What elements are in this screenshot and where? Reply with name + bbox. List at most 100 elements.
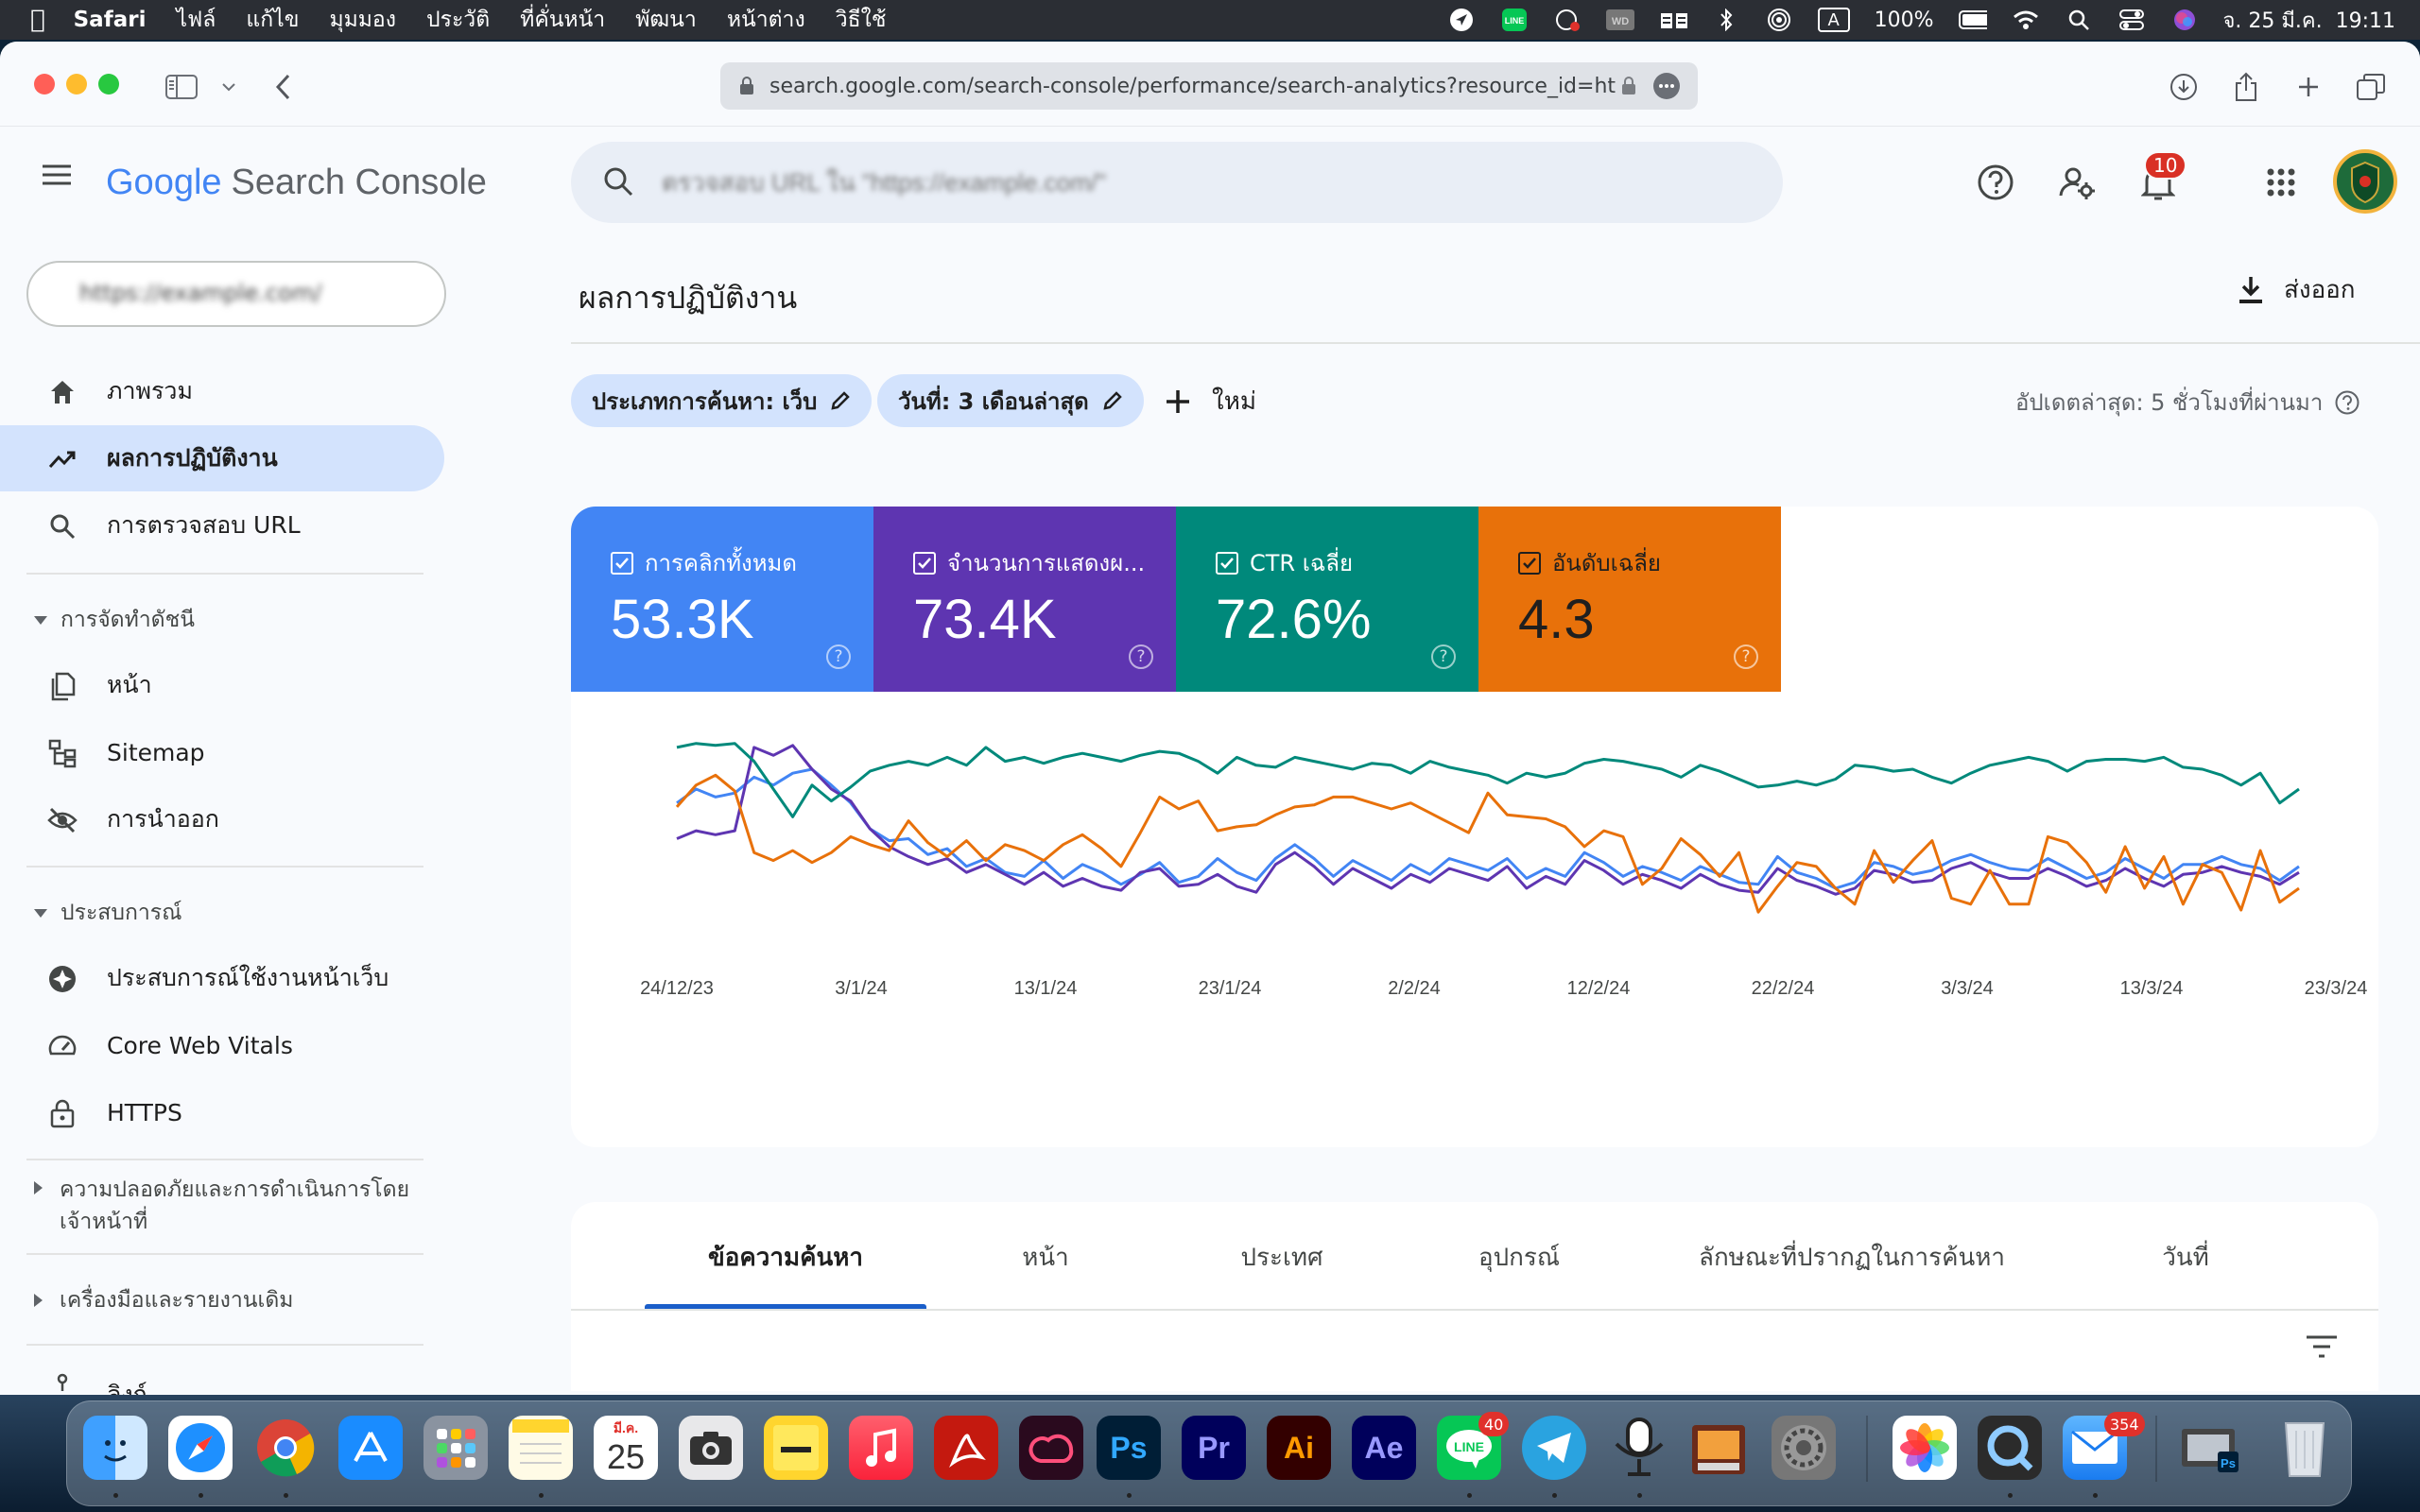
menu-bookmarks[interactable]: ที่คั่นหน้า (505, 8, 605, 32)
menu-help[interactable]: วิธีใช้ (821, 8, 887, 32)
export-button[interactable]: ส่งออก (2237, 270, 2356, 309)
metric-average-ctr[interactable]: CTR เฉลี่ย 72.6% ? (1176, 507, 1478, 692)
url-inspection-search[interactable] (571, 142, 1783, 223)
finder-icon[interactable] (83, 1416, 147, 1480)
section-experience[interactable]: ประสบการณ์ (34, 896, 182, 930)
premiere-pro-icon[interactable]: Pr (1182, 1416, 1246, 1480)
help-icon[interactable]: ? (826, 644, 851, 669)
share-icon[interactable] (2227, 68, 2265, 106)
tab-group-chevron-icon[interactable] (210, 68, 248, 106)
search-input[interactable] (662, 161, 1749, 204)
search-console-logo[interactable]: Google Search Console (106, 163, 487, 203)
trash-icon[interactable] (2273, 1416, 2337, 1480)
control-center-icon[interactable] (2118, 8, 2146, 32)
after-effects-icon[interactable]: Ae (1352, 1416, 1416, 1480)
main-menu-icon[interactable] (40, 161, 78, 198)
tab-overview-icon[interactable] (2352, 68, 2390, 106)
checkbox-checked-icon[interactable] (913, 551, 936, 575)
photoshop-icon[interactable]: Ps (1097, 1416, 1161, 1480)
sidebar-item-sitemap[interactable]: Sitemap (0, 719, 444, 785)
photos-icon[interactable] (1893, 1416, 1957, 1480)
tab-countries[interactable]: ประเทศ (1240, 1244, 1323, 1272)
edit-pencil-icon[interactable] (1102, 390, 1123, 411)
metric-total-clicks[interactable]: การคลิกทั้งหมด 53.3K ? (571, 507, 873, 692)
menu-file[interactable]: ไฟล์ (161, 8, 216, 32)
sidebar-item-url-inspection[interactable]: การตรวจสอบ URL (0, 492, 444, 558)
apple-menu-icon[interactable]:  (30, 6, 45, 34)
podcast-mic-icon[interactable] (1607, 1416, 1671, 1480)
sidebar-toggle-icon[interactable] (163, 68, 200, 106)
photo-booth-icon[interactable] (1686, 1416, 1751, 1480)
section-security[interactable]: ความปลอดภัยและการดำเนินการโดย เจ้าหน้าที… (34, 1174, 409, 1238)
screen-record-icon[interactable] (1553, 8, 1582, 32)
quicktime-icon[interactable] (1978, 1416, 2042, 1480)
spotlight-search-icon[interactable] (2065, 8, 2093, 32)
input-source-icon[interactable]: A (1817, 8, 1850, 32)
metric-average-position[interactable]: อันดับเฉลี่ย 4.3 ? (1478, 507, 1781, 692)
creative-cloud-icon[interactable] (1019, 1416, 1083, 1480)
safari-icon[interactable] (168, 1416, 233, 1480)
sidebar-item-core-web-vitals[interactable]: Core Web Vitals (0, 1012, 444, 1078)
music-icon[interactable] (849, 1416, 913, 1480)
app-store-icon[interactable] (338, 1416, 403, 1480)
menu-app-name[interactable]: Safari (59, 8, 147, 32)
add-filter-button[interactable]: ใหม่ (1165, 382, 1256, 421)
minimize-window-button[interactable] (66, 74, 87, 94)
sidebar-item-links[interactable]: ลิงก์ (0, 1363, 444, 1395)
help-icon[interactable]: ? (1734, 644, 1758, 669)
help-icon[interactable]: ? (1431, 644, 1456, 669)
bluetooth-icon[interactable] (1712, 8, 1740, 32)
account-avatar[interactable] (2333, 149, 2397, 214)
performance-line-chart[interactable]: 24/12/23 3/1/24 13/1/24 23/1/24 2/2/24 12/2/2… (571, 692, 2378, 1147)
tab-dates[interactable]: วันที่ (2162, 1244, 2209, 1272)
sidebar-item-removals[interactable]: การนำออก (0, 786, 444, 852)
dictionary-icon[interactable] (1659, 8, 1687, 32)
more-options-icon[interactable] (1652, 72, 1681, 100)
edit-pencil-icon[interactable] (830, 390, 851, 411)
close-window-button[interactable] (34, 74, 55, 94)
wifi-icon[interactable] (2012, 8, 2040, 32)
filter-chip-date[interactable]: วันที่: 3 เดือนล่าสุด (877, 374, 1144, 427)
siri-icon[interactable] (2170, 8, 2199, 32)
location-arrow-icon[interactable] (1447, 8, 1476, 32)
checkbox-checked-icon[interactable] (611, 551, 633, 575)
tab-queries[interactable]: ข้อความค้นหา (707, 1244, 864, 1272)
menu-develop[interactable]: พัฒนา (620, 8, 697, 32)
clock-datetime[interactable]: จ. 25 มี.ค. 19:11 (2222, 9, 2395, 33)
battery-icon[interactable] (1958, 8, 1987, 32)
menu-window[interactable]: หน้าต่าง (712, 8, 805, 32)
illustrator-icon[interactable]: Ai (1267, 1416, 1331, 1480)
menu-edit[interactable]: แก้ไข (231, 8, 299, 32)
google-apps-icon[interactable] (2257, 159, 2305, 206)
wd-drive-icon[interactable]: WD (1605, 8, 1634, 32)
help-icon[interactable] (1972, 159, 2019, 206)
telegram-icon[interactable] (1522, 1416, 1586, 1480)
address-bar[interactable]: search.google.com/search-console/perform… (720, 62, 1698, 110)
sidebar-item-pages[interactable]: หน้า (0, 652, 444, 718)
sidebar-item-page-experience[interactable]: ประสบการณ์ใช้งานหน้าเว็บ (0, 945, 444, 1011)
tab-search-appearance[interactable]: ลักษณะที่ปรากฏในการค้นหา (1699, 1244, 2005, 1272)
help-icon[interactable] (2334, 389, 2360, 416)
property-selector[interactable]: https://example.com/ (26, 261, 446, 327)
tab-pages[interactable]: หน้า (1022, 1244, 1069, 1272)
checkbox-checked-icon[interactable] (1518, 551, 1541, 575)
section-legacy-tools[interactable]: เครื่องมือและรายงานเดิม (34, 1283, 293, 1317)
launchpad-icon[interactable] (424, 1416, 488, 1480)
calendar-icon[interactable]: มี.ค. 25 (594, 1416, 658, 1480)
checkbox-checked-icon[interactable] (1216, 551, 1238, 575)
screenshot-icon[interactable] (679, 1416, 743, 1480)
metric-total-impressions[interactable]: จำนวนการแสดงผ... 73.4K ? (873, 507, 1176, 692)
system-settings-icon[interactable] (1772, 1416, 1836, 1480)
site-settings-icon[interactable] (737, 76, 756, 96)
post-it-icon[interactable] (764, 1416, 828, 1480)
tab-devices[interactable]: อุปกรณ์ (1478, 1244, 1560, 1272)
section-indexing[interactable]: การจัดทำดัชนี (34, 603, 195, 637)
downloads-icon[interactable] (2165, 68, 2203, 106)
menu-history[interactable]: ประวัติ (411, 8, 490, 32)
help-icon[interactable]: ? (1129, 644, 1153, 669)
manage-users-icon[interactable] (2053, 159, 2100, 206)
zoom-window-button[interactable] (98, 74, 119, 94)
new-tab-icon[interactable] (2290, 68, 2327, 106)
sidebar-item-performance[interactable]: ผลการปฏิบัติงาน (0, 425, 444, 491)
filter-chip-search-type[interactable]: ประเภทการค้นหา: เว็บ (571, 374, 873, 427)
